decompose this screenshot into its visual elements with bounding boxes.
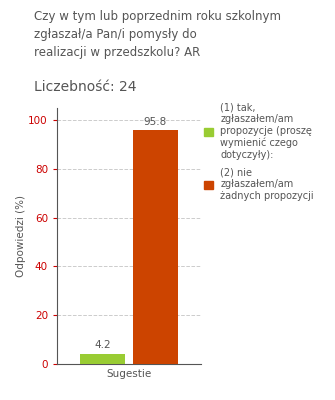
Y-axis label: Odpowiedzi (%): Odpowiedzi (%) [15, 195, 25, 277]
Text: 4.2: 4.2 [94, 340, 111, 350]
Text: Liczebność: 24: Liczebność: 24 [34, 80, 136, 94]
Bar [133, 130, 178, 364]
Legend: (1) tak,
zgłaszałem/am
propozycje (proszę
wymienić czego
dotyczyły):, (2) nie
zg: (1) tak, zgłaszałem/am propozycje (prosz… [204, 103, 314, 201]
Text: 95.8: 95.8 [144, 117, 167, 127]
Text: Czy w tym lub poprzednim roku szkolnym
zgłaszał/a Pan/i pomysły do
realizacji w : Czy w tym lub poprzednim roku szkolnym z… [34, 10, 280, 59]
Bar [80, 354, 125, 364]
